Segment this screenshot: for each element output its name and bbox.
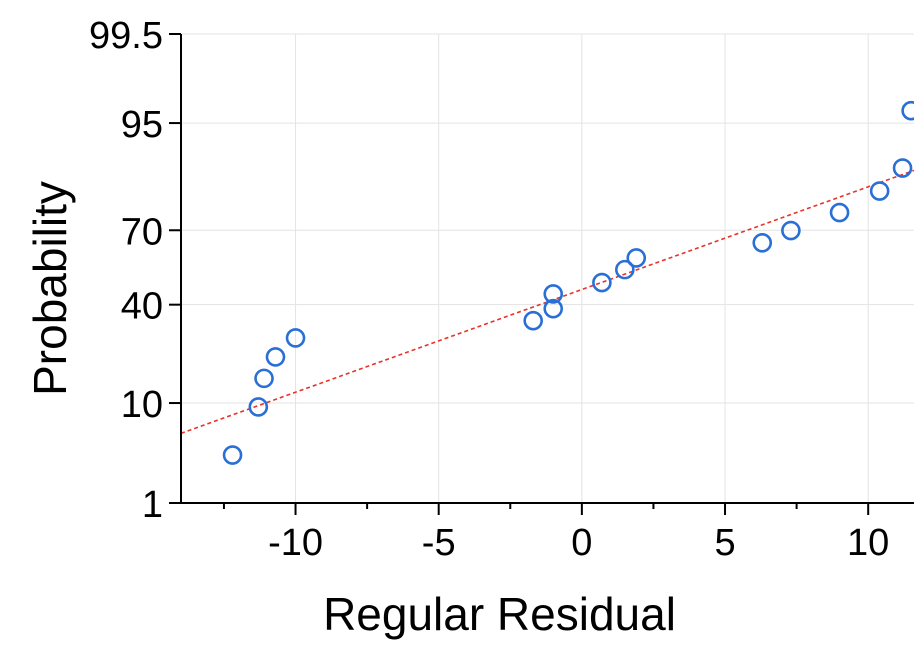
data-point xyxy=(543,284,564,304)
x-tick-label: 0 xyxy=(571,522,592,564)
x-axis-title: Regular Residual xyxy=(323,588,676,640)
x-tick-label: 5 xyxy=(714,522,735,564)
x-tick-label: -10 xyxy=(268,522,323,564)
data-point xyxy=(592,272,612,293)
data-point xyxy=(248,397,269,417)
data-point xyxy=(869,181,890,201)
data-point xyxy=(265,347,286,367)
data-point xyxy=(892,158,913,178)
data-points xyxy=(222,100,914,465)
data-point xyxy=(829,202,850,223)
tick-labels: -10 -5 0 5 10 1 10 40 70 95 99.5 xyxy=(89,15,889,564)
y-axis-title: Probability xyxy=(24,181,76,396)
data-point xyxy=(285,328,306,348)
data-point xyxy=(781,220,801,241)
y-tick-label: 40 xyxy=(121,286,163,328)
data-point xyxy=(752,232,773,253)
y-tick-label: 10 xyxy=(121,384,163,426)
data-point xyxy=(523,310,543,331)
y-tick-label: 99.5 xyxy=(89,15,163,57)
y-tick-label: 70 xyxy=(121,211,163,253)
axes xyxy=(169,33,914,515)
fit-line-group xyxy=(180,169,914,435)
data-point xyxy=(222,445,243,465)
x-tick-label: -5 xyxy=(422,522,456,564)
data-point xyxy=(615,259,635,280)
y-tick-label: 1 xyxy=(142,484,163,526)
data-point xyxy=(254,368,274,389)
data-point xyxy=(543,298,564,319)
x-tick-label: 10 xyxy=(847,522,889,564)
fit-line xyxy=(180,169,914,435)
y-tick-label: 95 xyxy=(121,104,163,146)
data-point xyxy=(901,100,914,121)
data-point xyxy=(626,248,647,268)
grid-lines xyxy=(181,33,914,504)
